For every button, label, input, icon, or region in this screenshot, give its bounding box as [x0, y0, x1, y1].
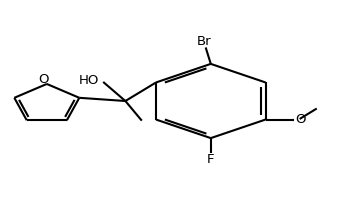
Text: HO: HO — [79, 74, 99, 87]
Text: O: O — [295, 113, 305, 126]
Text: Br: Br — [197, 35, 211, 47]
Text: F: F — [207, 153, 214, 166]
Text: O: O — [38, 73, 49, 86]
